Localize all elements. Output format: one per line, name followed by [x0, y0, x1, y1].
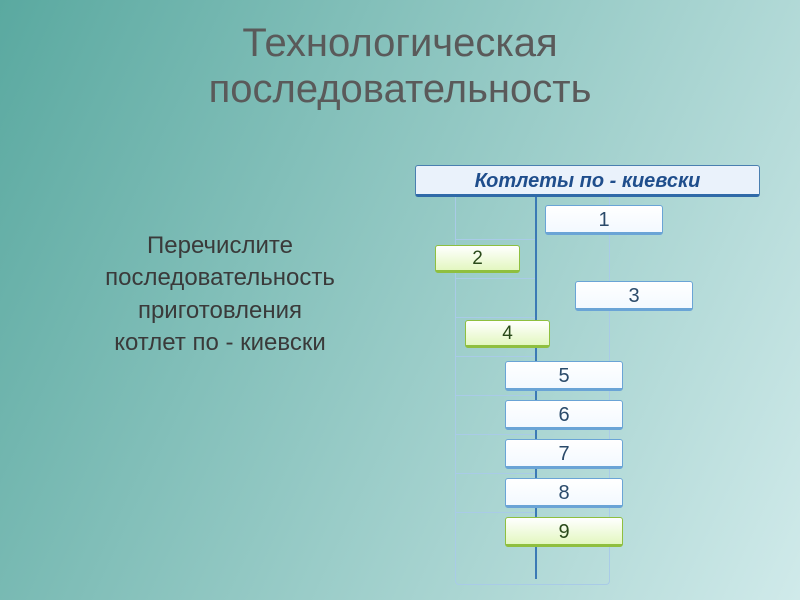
step-box: 1	[545, 205, 663, 235]
step-box: 5	[505, 361, 623, 391]
chart-rung	[455, 356, 535, 357]
step-label: 4	[502, 323, 513, 344]
chart-rung	[455, 395, 535, 396]
step-label: 9	[558, 521, 569, 543]
slide-content: Технологическая последовательность Переч…	[0, 0, 800, 600]
instruction-line-3: приготовления	[138, 297, 302, 324]
title-line-1: Технологическая	[242, 21, 557, 65]
step-box: 9	[505, 517, 623, 547]
instruction-line-1: Перечислите	[147, 232, 293, 259]
chart-rung	[455, 278, 535, 279]
instruction-line-2: последовательность	[105, 264, 335, 291]
step-label: 7	[558, 443, 569, 465]
instruction-block: Перечислите последовательность приготовл…	[60, 230, 380, 360]
chart-rung	[455, 434, 535, 435]
chart-rung	[455, 239, 535, 240]
step-label: 6	[558, 404, 569, 426]
step-label: 1	[598, 209, 609, 231]
step-label: 5	[558, 365, 569, 387]
step-box: 7	[505, 439, 623, 469]
step-box: 6	[505, 400, 623, 430]
chart-rung	[455, 317, 535, 318]
step-box: 2	[435, 245, 520, 273]
title-line-2: последовательность	[209, 67, 592, 111]
sequence-chart: Котлеты по - киевски 1 2 3 4 5 6 7 8 9	[435, 165, 775, 585]
instruction-line-4: котлет по - киевски	[114, 329, 326, 356]
chart-rung	[455, 473, 535, 474]
page-title: Технологическая последовательность	[0, 0, 800, 112]
step-label: 8	[558, 482, 569, 504]
chart-rung	[455, 512, 535, 513]
step-box: 4	[465, 320, 550, 348]
step-box: 8	[505, 478, 623, 508]
step-label: 3	[628, 285, 639, 307]
step-box: 3	[575, 281, 693, 311]
step-label: 2	[472, 248, 483, 269]
chart-header-label: Котлеты по - киевски	[475, 170, 701, 192]
chart-header: Котлеты по - киевски	[415, 165, 760, 197]
